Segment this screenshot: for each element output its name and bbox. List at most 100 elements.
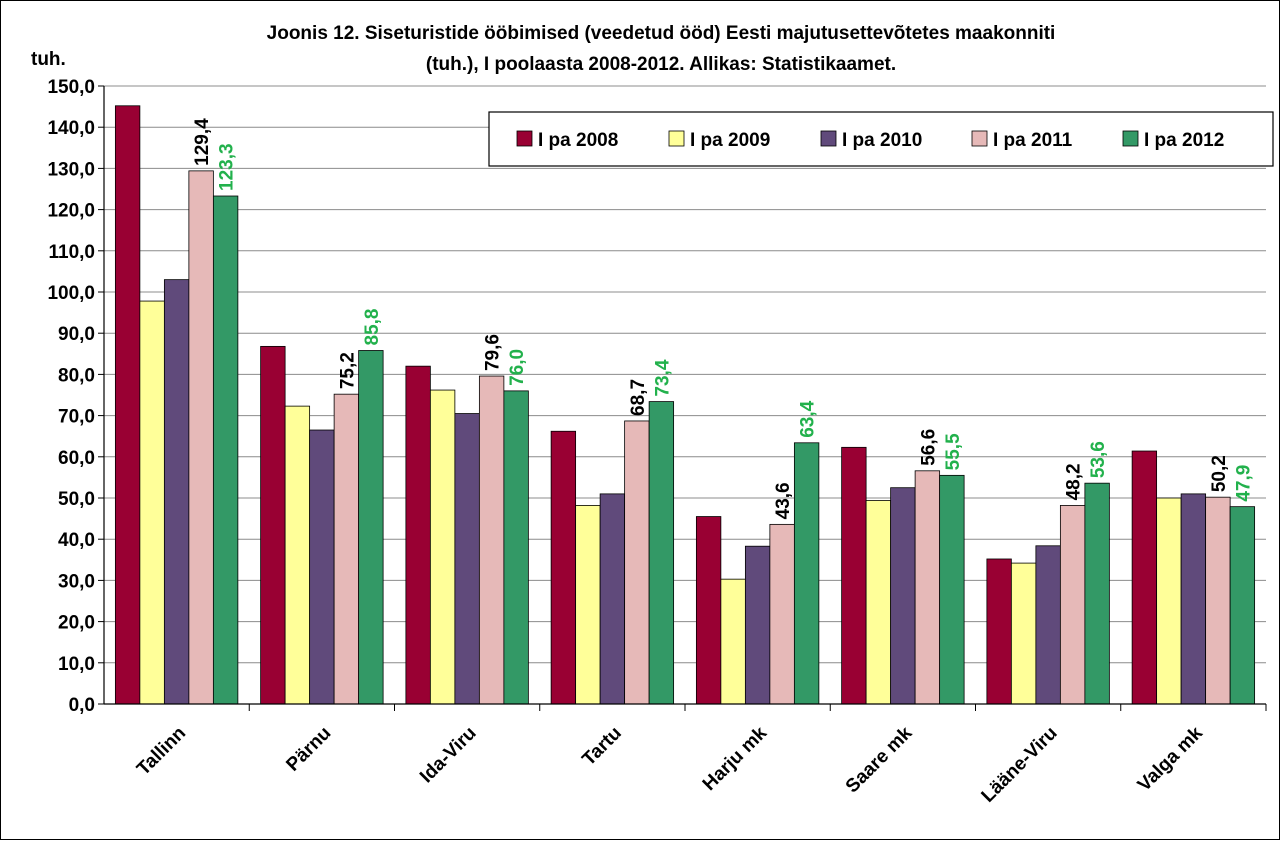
y-tick-label: 60,0 xyxy=(58,448,95,469)
bars xyxy=(114,105,1256,705)
data-label: 47,9 xyxy=(1233,465,1254,502)
bar xyxy=(769,523,795,705)
bar xyxy=(865,500,892,705)
y-tick-label: 20,0 xyxy=(58,613,95,634)
data-label: 129,4 xyxy=(192,118,213,166)
bar xyxy=(744,545,771,705)
bar xyxy=(503,390,529,705)
bar xyxy=(309,429,335,705)
y-axis-label: tuh. xyxy=(31,49,66,70)
data-label: 63,4 xyxy=(798,400,819,437)
y-tick-label: 70,0 xyxy=(58,407,95,428)
data-label: 73,4 xyxy=(652,359,673,396)
legend-label: I pa 2009 xyxy=(690,130,770,151)
y-tick-label: 30,0 xyxy=(58,571,95,592)
y-tick-label: 0,0 xyxy=(69,695,95,716)
bar xyxy=(188,170,214,705)
bar xyxy=(720,578,746,705)
y-tick-label: 50,0 xyxy=(58,489,95,510)
bar xyxy=(1059,505,1086,705)
data-label: 55,5 xyxy=(943,433,964,470)
legend-swatch xyxy=(971,130,988,147)
legend: I pa 2008 I pa 2009 I pa 2010 I pa 2011 I pa… xyxy=(488,111,1274,167)
y-tick-label: 80,0 xyxy=(58,365,95,386)
bar xyxy=(139,300,165,705)
y-tick-label: 150,0 xyxy=(47,77,95,98)
bar xyxy=(478,375,505,705)
x-tick-labels: Tallinn Pärnu Ida-Viru Tartu Harju mk Saare m… xyxy=(133,722,1207,806)
y-tick-label: 40,0 xyxy=(58,530,95,551)
y-tick-label: 100,0 xyxy=(47,283,95,304)
bar xyxy=(695,516,722,705)
bar xyxy=(1156,497,1182,705)
x-tick-label: Tallinn xyxy=(133,723,190,780)
x-tick-label: Tartu xyxy=(578,723,625,770)
bar xyxy=(841,446,867,705)
x-tick-label: Ida-Viru xyxy=(416,723,481,788)
bar xyxy=(284,405,311,705)
bar xyxy=(575,505,601,705)
bar xyxy=(1084,482,1110,705)
bar xyxy=(405,365,431,705)
legend-swatch xyxy=(1122,130,1139,147)
bar xyxy=(599,493,626,705)
axes xyxy=(98,85,1267,711)
bar xyxy=(939,474,965,705)
bar xyxy=(212,195,239,705)
y-tick-label: 110,0 xyxy=(49,242,96,263)
legend-swatch xyxy=(820,130,837,147)
data-label: 75,2 xyxy=(337,352,358,389)
y-tick-label: 130,0 xyxy=(47,159,95,180)
bar xyxy=(550,430,577,705)
legend-label: I pa 2011 xyxy=(993,130,1073,151)
data-label: 43,6 xyxy=(773,482,794,519)
y-tick-label: 90,0 xyxy=(58,324,95,345)
bar xyxy=(1035,545,1061,705)
bar xyxy=(624,420,650,705)
legend-swatch xyxy=(516,130,533,147)
chart-title-line2: (tuh.), I poolaasta 2008-2012. Allikas: … xyxy=(426,54,896,75)
data-label: 48,2 xyxy=(1064,463,1085,500)
legend-swatch xyxy=(668,130,685,147)
x-tick-label: Lääne-Viru xyxy=(978,723,1062,807)
x-tick-label: Pärnu xyxy=(282,723,335,776)
bar xyxy=(1131,450,1158,705)
x-tick-label: Valga mk xyxy=(1134,722,1207,795)
bar xyxy=(890,487,916,705)
legend-box xyxy=(488,111,1274,167)
legend-label: I pa 2010 xyxy=(842,130,922,151)
legend-label: I pa 2012 xyxy=(1144,130,1224,151)
bar xyxy=(1205,496,1231,705)
y-tick-label: 10,0 xyxy=(58,654,95,675)
bar xyxy=(648,401,675,705)
chart-title-line1: Joonis 12. Siseturistide ööbimised (veed… xyxy=(267,23,1056,44)
bar xyxy=(793,442,820,705)
y-tick-labels: 0,0 10,0 20,0 30,0 40,0 50,0 60,0 70,0 80,0 90,0 1… xyxy=(47,77,95,716)
data-label: 68,7 xyxy=(628,379,649,416)
data-label: 56,6 xyxy=(918,429,939,466)
bar xyxy=(163,279,190,705)
data-label: 123,3 xyxy=(217,143,238,191)
legend-label: I pa 2008 xyxy=(538,130,618,151)
bar xyxy=(986,558,1012,705)
bar xyxy=(114,105,141,705)
bar xyxy=(454,413,480,705)
bar xyxy=(1229,506,1256,705)
bar xyxy=(1010,562,1037,705)
y-tick-label: 120,0 xyxy=(47,201,95,222)
bar xyxy=(260,345,286,705)
x-tick-label: Harju mk xyxy=(699,722,772,795)
bar xyxy=(429,389,456,705)
bar xyxy=(1180,493,1207,705)
data-label: 79,6 xyxy=(483,334,504,371)
data-label: 50,2 xyxy=(1209,455,1230,492)
x-tick-label: Saare mk xyxy=(842,722,917,797)
bar xyxy=(358,350,384,705)
y-tick-label: 140,0 xyxy=(47,118,95,139)
bar xyxy=(914,470,941,705)
data-label: 85,8 xyxy=(362,309,383,346)
data-label: 76,0 xyxy=(507,349,528,386)
